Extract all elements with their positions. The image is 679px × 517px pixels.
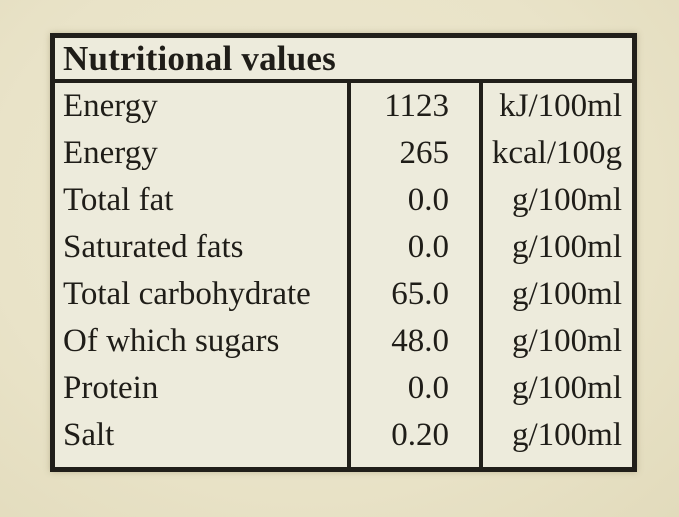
table-row: Energy 265 kcal/100g	[55, 130, 632, 177]
nutrition-table: Nutritional values Energy 1123 kJ/100ml …	[50, 33, 637, 472]
nutrient-label: Energy	[63, 88, 158, 124]
nutrition-table-body: Energy 1123 kJ/100ml Energy 265 kcal/100…	[55, 83, 632, 467]
table-row: Energy 1123 kJ/100ml	[55, 83, 632, 130]
nutrient-unit: g/100ml	[511, 276, 622, 312]
nutrient-label: Total carbohydrate	[63, 276, 311, 312]
nutrient-value: 0.0	[407, 370, 449, 406]
nutrition-table-title: Nutritional values	[55, 38, 632, 83]
nutrient-label: Energy	[63, 135, 158, 171]
nutrient-value: 1123	[384, 88, 449, 124]
nutrient-value: 48.0	[391, 323, 449, 359]
nutrient-label: Salt	[63, 417, 115, 453]
table-row: Protein 0.0 g/100ml	[55, 365, 632, 412]
table-row: Salt 0.20 g/100ml	[55, 412, 632, 459]
nutrient-unit: g/100ml	[511, 417, 622, 453]
nutrient-value: 0.0	[407, 182, 449, 218]
nutrient-unit: g/100ml	[511, 182, 622, 218]
nutrient-unit: g/100ml	[511, 229, 622, 265]
nutrient-label: Saturated fats	[63, 229, 244, 265]
column-divider-values	[347, 83, 351, 467]
nutrient-value: 265	[399, 135, 450, 171]
nutrient-label: Of which sugars	[63, 323, 280, 359]
table-row: Total carbohydrate 65.0 g/100ml	[55, 271, 632, 318]
table-row: Saturated fats 0.0 g/100ml	[55, 224, 632, 271]
nutrient-value: 65.0	[391, 276, 449, 312]
nutrient-unit: g/100ml	[511, 323, 622, 359]
table-row: Total fat 0.0 g/100ml	[55, 177, 632, 224]
nutrient-label: Protein	[63, 370, 159, 406]
nutrient-unit: g/100ml	[511, 370, 622, 406]
table-row: Of which sugars 48.0 g/100ml	[55, 318, 632, 365]
nutrient-unit: kJ/100ml	[499, 88, 622, 124]
column-divider-units	[479, 83, 483, 467]
nutrient-unit: kcal/100g	[491, 135, 622, 171]
nutrient-label: Total fat	[63, 182, 174, 218]
nutrient-value: 0.20	[391, 417, 449, 453]
nutrient-value: 0.0	[407, 229, 449, 265]
